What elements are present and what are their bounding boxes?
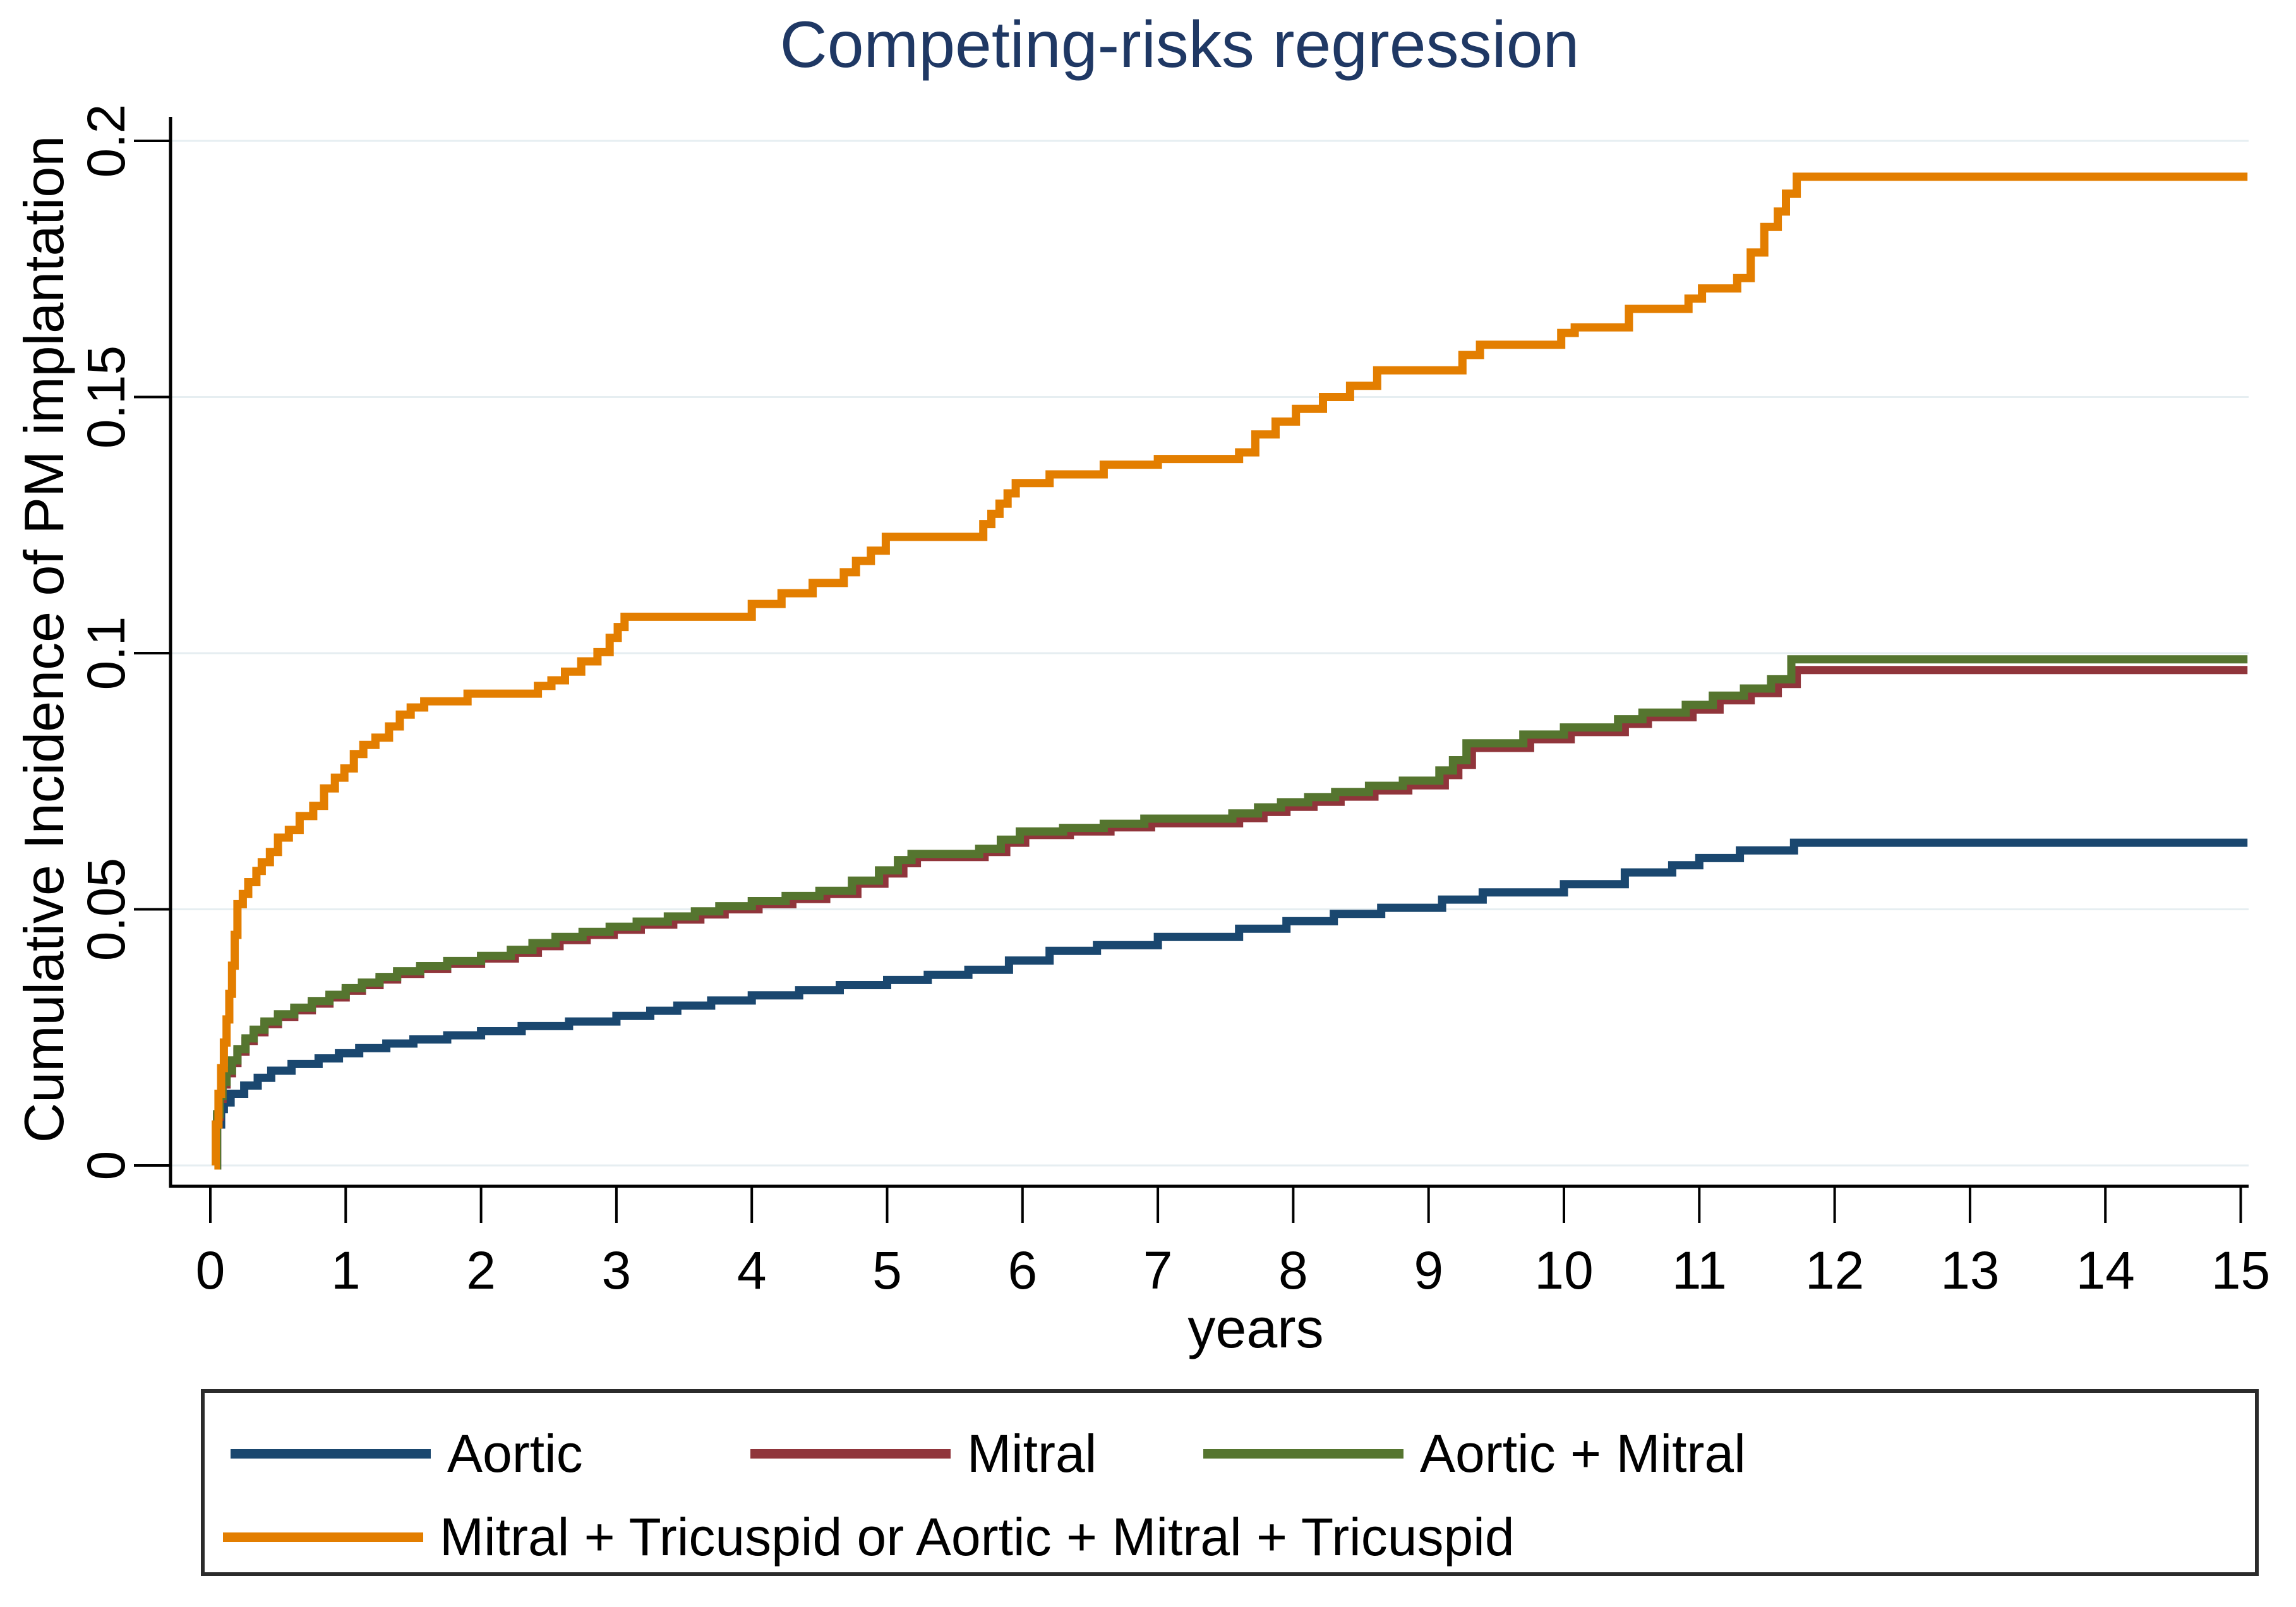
x-tick-label: 10 (1534, 1241, 1593, 1300)
x-tick-label: 0 (196, 1241, 225, 1300)
legend-label-mitral-tricuspid-combined: Mitral + Tricuspid or Aortic + Mitral + … (440, 1507, 1515, 1567)
x-tick-label: 11 (1672, 1241, 1727, 1300)
legend-swatch-aortic (231, 1448, 431, 1459)
legend-entry-aortic-mitral: Aortic + Mitral (1203, 1416, 1746, 1491)
y-tick-label: 0.2 (76, 104, 136, 178)
x-tick-label: 2 (466, 1241, 496, 1300)
legend-swatch-aortic-mitral (1203, 1448, 1403, 1459)
series-line-aortic (213, 838, 2248, 1170)
y-tick-label: 0.05 (76, 858, 136, 961)
x-tick-label: 3 (602, 1241, 632, 1300)
legend-entry-mitral: Mitral (750, 1416, 1097, 1491)
legend-entry-aortic: Aortic (231, 1416, 583, 1491)
legend-box: Aortic Mitral Aortic + Mitral Mitral + T… (201, 1389, 2259, 1576)
y-tick-label: 0.15 (76, 346, 136, 449)
x-tick-label: 1 (331, 1241, 361, 1300)
legend-entry-mitral-tricuspid-combined: Mitral + Tricuspid or Aortic + Mitral + … (223, 1499, 1515, 1575)
legend-swatch-mitral-tricuspid-combined (223, 1532, 423, 1542)
x-tick-label: 8 (1278, 1241, 1308, 1300)
x-tick-label: 7 (1143, 1241, 1173, 1300)
x-tick-label: 12 (1805, 1241, 1864, 1300)
y-tick-label: 0 (76, 1151, 136, 1181)
legend-label-mitral: Mitral (967, 1423, 1097, 1483)
x-tick-label: 15 (2211, 1241, 2270, 1300)
series-line-aortic-mitral (213, 655, 2248, 1170)
legend-swatch-mitral (750, 1448, 951, 1459)
y-tick-label: 0.1 (76, 617, 136, 690)
series-line-mitral-tricuspid-combined (212, 172, 2248, 1170)
x-tick-label: 9 (1414, 1241, 1443, 1300)
chart-title: Competing-risks regression (779, 8, 1580, 81)
x-tick-label: 6 (1007, 1241, 1037, 1300)
series-line-mitral (213, 666, 2248, 1170)
x-axis-title: years (1187, 1297, 1324, 1359)
legend-label-aortic: Aortic (447, 1423, 583, 1483)
x-tick-label: 4 (737, 1241, 767, 1300)
x-tick-label: 5 (872, 1241, 902, 1300)
x-tick-label: 14 (2076, 1241, 2134, 1300)
x-tick-label: 13 (1940, 1241, 1999, 1300)
legend-label-aortic-mitral: Aortic + Mitral (1420, 1423, 1746, 1483)
